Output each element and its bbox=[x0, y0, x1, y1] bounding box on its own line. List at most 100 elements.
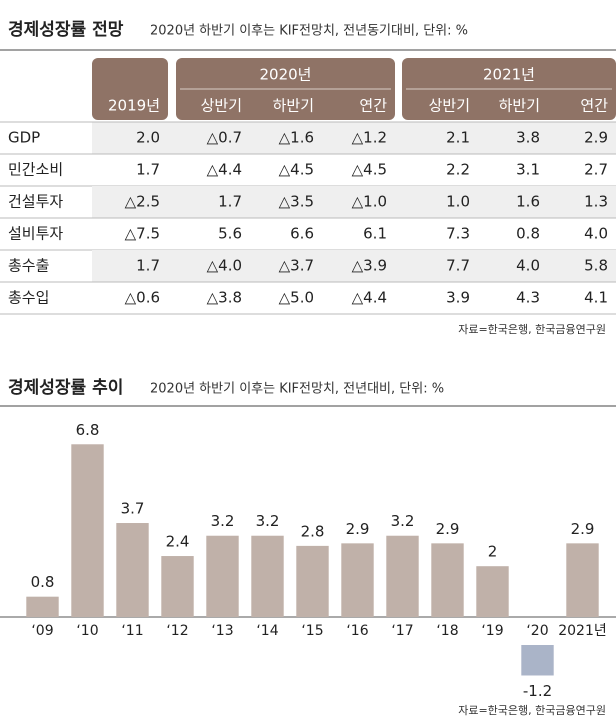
cell: △7.5 bbox=[125, 225, 160, 243]
cell: 4.0 bbox=[584, 225, 608, 243]
x-tick-label: ‘19 bbox=[481, 623, 503, 639]
row-label: 총수입 bbox=[8, 289, 49, 307]
x-tick-label: ‘15 bbox=[301, 623, 323, 639]
cell: △4.0 bbox=[207, 257, 242, 275]
x-tick-label: ‘16 bbox=[346, 623, 368, 639]
value-label: 2.9 bbox=[346, 520, 370, 538]
bar bbox=[341, 543, 374, 617]
column-label: 연간 bbox=[359, 97, 387, 115]
value-label: 2.8 bbox=[301, 522, 325, 540]
cell: △1.0 bbox=[352, 193, 387, 211]
value-label: 0.8 bbox=[31, 573, 55, 591]
x-tick-label: ‘10 bbox=[76, 623, 98, 639]
chart-source: 자료=한국은행, 한국금융연구원 bbox=[458, 704, 606, 717]
cell: △0.7 bbox=[207, 129, 242, 147]
cell: △3.7 bbox=[279, 257, 314, 275]
x-tick-label: ‘09 bbox=[31, 623, 53, 639]
group-label: 2020년 bbox=[260, 66, 312, 84]
column-label: 연간 bbox=[580, 97, 608, 115]
column-label: 2019년 bbox=[108, 97, 160, 115]
table-source: 자료=한국은행, 한국금융연구원 bbox=[458, 323, 606, 336]
row-label: 건설투자 bbox=[8, 193, 63, 211]
cell: △4.4 bbox=[207, 161, 242, 179]
cell: △3.9 bbox=[352, 257, 387, 275]
cell: △4.5 bbox=[352, 161, 387, 179]
value-label: 2.9 bbox=[571, 520, 595, 538]
x-tick-label: ‘12 bbox=[166, 623, 188, 639]
bar bbox=[566, 543, 599, 617]
x-tick-label: ‘18 bbox=[436, 623, 458, 639]
cell: 2.0 bbox=[136, 129, 160, 147]
cell: △3.8 bbox=[207, 289, 242, 307]
cell: 7.7 bbox=[446, 257, 470, 275]
value-label: 3.2 bbox=[391, 512, 415, 530]
bar bbox=[161, 556, 194, 617]
column-label: 상반기 bbox=[201, 97, 242, 115]
x-tick-label: ‘17 bbox=[391, 623, 413, 639]
cell: 1.7 bbox=[136, 257, 160, 275]
header-cell bbox=[92, 58, 168, 120]
group-label: 2021년 bbox=[483, 66, 535, 84]
cell: 2.1 bbox=[446, 129, 470, 147]
column-label: 상반기 bbox=[429, 97, 470, 115]
row-bg bbox=[92, 122, 616, 154]
bar bbox=[71, 444, 104, 617]
cell: △4.5 bbox=[279, 161, 314, 179]
cell: △5.0 bbox=[279, 289, 314, 307]
x-tick-label: 2021년 bbox=[558, 623, 607, 639]
column-label: 하반기 bbox=[273, 97, 314, 115]
cell: △2.5 bbox=[125, 193, 160, 211]
cell: 5.8 bbox=[584, 257, 608, 275]
row-label: 총수출 bbox=[8, 257, 49, 275]
cell: 4.1 bbox=[584, 289, 608, 307]
value-label: 3.2 bbox=[256, 512, 280, 530]
cell: △4.4 bbox=[352, 289, 387, 307]
bar bbox=[251, 535, 284, 617]
bar bbox=[26, 596, 59, 617]
cell: △3.5 bbox=[279, 193, 314, 211]
cell: 2.9 bbox=[584, 129, 608, 147]
cell: 0.8 bbox=[516, 225, 540, 243]
chart-title: 경제성장률 추이 bbox=[8, 378, 123, 398]
bar bbox=[521, 645, 554, 676]
bar bbox=[476, 566, 509, 617]
chart-subtitle: 2020년 하반기 이후는 KIF전망치, 전년대비, 단위: % bbox=[150, 382, 444, 397]
column-label: 하반기 bbox=[499, 97, 540, 115]
cell: 3.1 bbox=[516, 161, 540, 179]
value-label: 2.4 bbox=[166, 533, 190, 551]
cell: 1.6 bbox=[516, 193, 540, 211]
cell: 4.0 bbox=[516, 257, 540, 275]
row-bg bbox=[92, 186, 616, 218]
row-label: 설비투자 bbox=[8, 225, 63, 243]
bar bbox=[116, 523, 149, 617]
cell: 4.3 bbox=[516, 289, 540, 307]
table-subtitle: 2020년 하반기 이후는 KIF전망치, 전년동기대비, 단위: % bbox=[150, 24, 468, 39]
table-title: 경제성장률 전망 bbox=[8, 20, 124, 40]
x-tick-label: ‘13 bbox=[211, 623, 233, 639]
cell: 3.9 bbox=[446, 289, 470, 307]
value-label: 6.8 bbox=[76, 421, 100, 439]
bar bbox=[431, 543, 464, 617]
value-label: 2 bbox=[488, 543, 498, 561]
cell: 1.3 bbox=[584, 193, 608, 211]
cell: 1.0 bbox=[446, 193, 470, 211]
row-label: GDP bbox=[8, 129, 40, 147]
cell: △1.6 bbox=[279, 129, 314, 147]
cell: 1.7 bbox=[218, 193, 242, 211]
cell: 2.2 bbox=[446, 161, 470, 179]
row-bg bbox=[92, 250, 616, 282]
row-label: 민간소비 bbox=[8, 161, 63, 179]
cell: △0.6 bbox=[125, 289, 160, 307]
cell: 1.7 bbox=[136, 161, 160, 179]
cell: 6.6 bbox=[290, 225, 314, 243]
cell: 2.7 bbox=[584, 161, 608, 179]
value-label: 3.2 bbox=[211, 512, 235, 530]
bar bbox=[386, 535, 419, 617]
x-tick-label: ‘20 bbox=[526, 623, 548, 639]
cell: 3.8 bbox=[516, 129, 540, 147]
x-tick-label: ‘14 bbox=[256, 623, 278, 639]
value-label: 3.7 bbox=[121, 500, 145, 518]
cell: 7.3 bbox=[446, 225, 470, 243]
cell: 6.1 bbox=[363, 225, 387, 243]
